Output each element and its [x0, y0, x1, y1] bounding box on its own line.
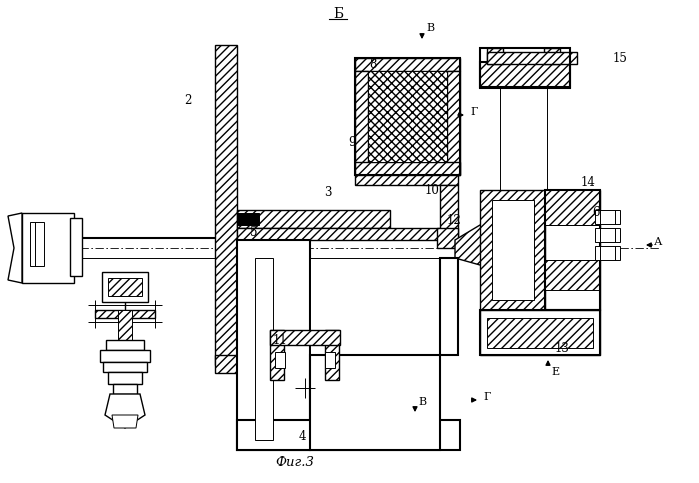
Bar: [492, 200, 534, 300]
Bar: [480, 62, 570, 87]
Bar: [355, 71, 368, 175]
Text: 14: 14: [581, 176, 596, 189]
Bar: [103, 362, 147, 372]
Text: 5: 5: [250, 226, 258, 239]
Text: 10: 10: [424, 184, 440, 197]
Bar: [106, 340, 144, 350]
Text: 2: 2: [185, 94, 192, 106]
Bar: [102, 272, 148, 302]
Bar: [355, 162, 460, 175]
Circle shape: [267, 350, 343, 426]
Bar: [95, 310, 155, 318]
Bar: [270, 330, 284, 380]
Text: 4: 4: [298, 430, 305, 443]
Text: А: А: [654, 237, 662, 247]
Bar: [545, 190, 600, 310]
Bar: [70, 218, 82, 276]
Polygon shape: [455, 225, 487, 265]
Bar: [545, 260, 600, 290]
Bar: [480, 48, 570, 88]
Bar: [487, 52, 577, 64]
Bar: [108, 278, 142, 296]
Bar: [118, 310, 132, 340]
Bar: [237, 213, 259, 225]
Bar: [270, 330, 340, 345]
Text: Г: Г: [470, 107, 477, 117]
Bar: [447, 71, 460, 175]
Bar: [22, 213, 74, 283]
Text: Фиг.3: Фиг.3: [275, 455, 315, 469]
Bar: [310, 355, 440, 450]
Text: 13: 13: [554, 341, 570, 355]
Bar: [325, 330, 339, 380]
Bar: [30, 222, 44, 266]
Bar: [215, 355, 270, 373]
Circle shape: [295, 378, 315, 398]
Text: 3: 3: [324, 186, 332, 199]
Text: 15: 15: [612, 52, 628, 65]
Bar: [325, 352, 335, 368]
Bar: [487, 48, 503, 64]
Bar: [237, 228, 455, 240]
Bar: [215, 45, 237, 365]
Text: 12: 12: [447, 213, 461, 227]
Bar: [355, 175, 458, 185]
Bar: [368, 71, 447, 162]
Text: Г: Г: [483, 392, 491, 402]
Bar: [237, 210, 390, 228]
Bar: [440, 258, 458, 355]
Text: В: В: [426, 23, 434, 33]
Bar: [100, 350, 150, 362]
Bar: [113, 384, 137, 394]
Polygon shape: [237, 240, 255, 258]
Bar: [595, 246, 620, 260]
Bar: [255, 258, 273, 440]
Bar: [237, 420, 460, 450]
Text: 6: 6: [592, 207, 600, 219]
Text: Б: Б: [333, 7, 343, 21]
Bar: [437, 228, 458, 248]
Bar: [237, 240, 310, 450]
Bar: [275, 352, 285, 368]
Bar: [480, 310, 600, 355]
Bar: [440, 185, 458, 240]
Text: Е: Е: [551, 367, 559, 377]
Text: В: В: [418, 397, 426, 407]
Bar: [487, 318, 593, 348]
Bar: [544, 48, 560, 64]
Bar: [545, 310, 600, 340]
Polygon shape: [8, 213, 22, 283]
Bar: [595, 210, 620, 224]
Circle shape: [277, 360, 333, 416]
Text: 11: 11: [273, 333, 287, 346]
Bar: [545, 190, 600, 310]
Bar: [355, 58, 460, 175]
Bar: [545, 190, 600, 225]
Text: 9: 9: [348, 137, 356, 150]
Bar: [480, 190, 545, 310]
Polygon shape: [112, 415, 138, 428]
Polygon shape: [237, 355, 255, 365]
Bar: [310, 258, 440, 420]
Bar: [355, 58, 460, 71]
Polygon shape: [105, 394, 145, 428]
Text: 8: 8: [369, 57, 377, 71]
Bar: [108, 372, 142, 384]
Bar: [480, 310, 600, 355]
Bar: [595, 228, 620, 242]
